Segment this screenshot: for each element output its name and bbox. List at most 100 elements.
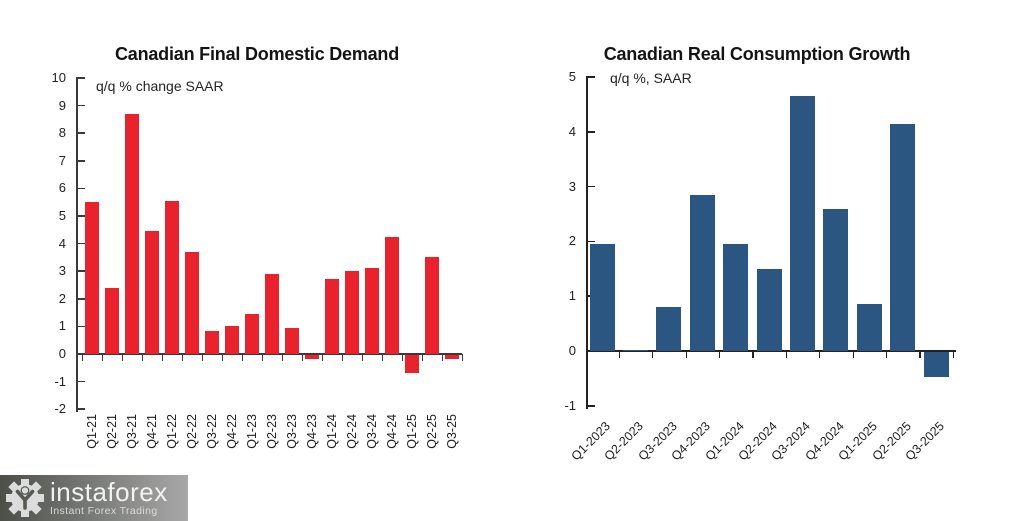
bar-Q2-23 — [265, 274, 279, 354]
y-tick-label: 10 — [51, 70, 66, 85]
bar-Q3-24 — [365, 268, 379, 354]
x-tick — [718, 351, 721, 358]
bar-Q2-25 — [425, 257, 439, 354]
bar-Q4-22 — [225, 326, 239, 354]
x-tick — [342, 354, 344, 361]
y-tick-label: 2 — [58, 290, 66, 306]
y-axis — [76, 77, 79, 413]
bar-Q2-21 — [105, 288, 119, 354]
bar-Q3-2025 — [923, 352, 949, 377]
x-tick — [162, 354, 164, 361]
x-tick — [819, 351, 821, 358]
bar-Q4-21 — [145, 231, 159, 354]
x-tick — [618, 351, 621, 358]
x-tick — [302, 354, 304, 361]
y-tick-label: 3 — [568, 178, 576, 194]
x-tick — [462, 354, 464, 361]
y-tick-label: -1 — [54, 373, 66, 389]
bar-Q3-21 — [125, 114, 139, 354]
y-tick — [78, 187, 85, 190]
bar-Q1-2024 — [723, 244, 749, 351]
bar-Q1-21 — [85, 202, 99, 354]
y-tick-label: 3 — [58, 263, 66, 279]
instaforex-tagline: Instant Forex Trading — [50, 505, 158, 518]
y-tick — [78, 298, 85, 300]
y-tick — [78, 132, 85, 134]
y-tick-label: 1 — [568, 288, 576, 304]
x-tick — [182, 354, 184, 361]
y-tick — [78, 408, 85, 410]
x-tick — [242, 354, 244, 361]
y-tick-label: 4 — [58, 235, 66, 251]
y-tick-label: -2 — [54, 401, 66, 417]
x-tick — [785, 351, 788, 358]
bar-Q2-2024 — [756, 269, 782, 351]
bar-Q3-25 — [445, 355, 459, 359]
x-tick — [142, 354, 144, 361]
y-tick-label: 6 — [58, 180, 66, 196]
bar-Q1-2025 — [856, 304, 882, 351]
x-tick — [122, 354, 124, 361]
x-tick — [852, 351, 854, 358]
x-tick — [382, 354, 384, 361]
chart-subtitle-left: q/q % change SAAR — [96, 78, 224, 94]
y-tick — [588, 185, 595, 188]
instaforex-gear-person-icon — [6, 479, 44, 517]
bar-Q2-22 — [185, 252, 199, 354]
y-tick-label: 5 — [568, 69, 576, 84]
y-tick-label: 0 — [568, 343, 576, 358]
y-tick — [78, 104, 85, 107]
y-tick — [588, 405, 595, 407]
x-tick — [282, 354, 284, 361]
y-tick — [78, 325, 85, 328]
bar-Q4-24 — [385, 237, 399, 354]
bar-Q2-2025 — [890, 124, 916, 351]
chart-title-left: Canadian Final Domestic Demand — [114, 44, 400, 64]
y-tick — [588, 76, 595, 78]
x-tick — [402, 354, 404, 361]
x-tick — [222, 354, 224, 361]
x-tick — [885, 351, 888, 358]
x-tick — [442, 354, 444, 361]
y-tick — [78, 77, 85, 79]
bar-Q3-2023 — [656, 307, 682, 351]
x-tick — [652, 351, 654, 358]
bar-Q4-2024 — [823, 209, 849, 351]
y-tick-label: 2 — [568, 233, 576, 249]
x-tick — [262, 354, 264, 361]
x-tick — [82, 354, 84, 361]
x-tick — [102, 354, 104, 361]
y-tick-label: 0 — [58, 346, 66, 361]
bar-Q1-24 — [325, 279, 339, 354]
y-tick — [78, 242, 85, 245]
bar-Q4-23 — [305, 355, 319, 359]
x-tick — [752, 351, 754, 358]
y-tick-label: 4 — [568, 123, 576, 139]
y-tick-label: 8 — [58, 125, 66, 141]
bar-Q1-23 — [245, 314, 259, 354]
x-tick — [322, 354, 324, 361]
y-tick — [78, 270, 85, 272]
x-tick — [422, 354, 424, 361]
x-tick — [952, 351, 955, 358]
chart-subtitle-right: q/q %, SAAR — [610, 70, 692, 86]
x-tick — [362, 354, 364, 361]
instaforex-brand-text: instaforex — [50, 477, 168, 508]
y-tick — [78, 160, 85, 162]
instaforex-logo: instaforex Instant Forex Trading — [0, 475, 188, 521]
y-tick-label: -1 — [564, 397, 576, 413]
y-tick — [78, 215, 85, 217]
bar-Q2-2023 — [622, 350, 648, 351]
bar-Q3-22 — [205, 331, 219, 354]
bar-Q4-2023 — [689, 195, 715, 351]
x-tick — [685, 351, 687, 358]
y-tick-label: 7 — [58, 152, 66, 168]
bar-Q3-2024 — [789, 96, 815, 351]
bar-Q1-2023 — [589, 244, 615, 351]
y-tick-label: 9 — [58, 97, 66, 113]
bar-Q1-25 — [405, 355, 419, 373]
chart-title-right: Canadian Real Consumption Growth — [603, 44, 911, 64]
